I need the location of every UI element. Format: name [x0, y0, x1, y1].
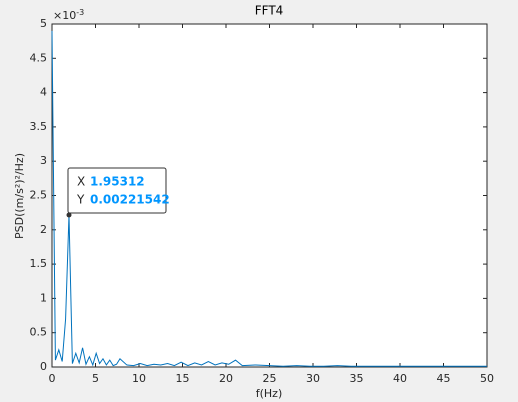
x-tick-label: 45 [437, 372, 451, 385]
datatip-marker [66, 212, 72, 218]
datatip-y-value: 0.00221542 [90, 193, 170, 207]
x-tick-label: 30 [306, 372, 320, 385]
y-tick-label: 2.5 [30, 189, 48, 202]
y-tick-label: 3 [40, 154, 47, 167]
y-exponent-power: -3 [76, 8, 84, 17]
y-tick-label: 1.5 [30, 257, 48, 270]
x-tick-label: 5 [92, 372, 99, 385]
y-axis-label: PSD((m/s²)²/Hz) [13, 153, 26, 239]
chart-title: FFT4 [255, 4, 284, 18]
y-exponent: ×10-3 [53, 8, 84, 23]
y-tick-label: 0.5 [30, 326, 48, 339]
x-tick-label: 0 [49, 372, 56, 385]
datatip-x-value: 1.95312 [90, 175, 145, 189]
y-tick-label: 4.5 [30, 51, 48, 64]
x-tick-label: 35 [350, 372, 364, 385]
datatip-x-label: X [77, 175, 85, 189]
y-exponent-base: ×10 [53, 9, 76, 22]
y-tick-label: 3.5 [30, 120, 48, 133]
x-tick-label: 20 [219, 372, 233, 385]
y-tick-label: 4 [40, 86, 47, 99]
x-tick-label: 15 [176, 372, 190, 385]
datatip: X 1.95312 Y 0.00221542 [66, 167, 170, 218]
x-tick-label: 40 [393, 372, 407, 385]
series-line [51, 30, 487, 367]
x-tick-label: 25 [263, 372, 277, 385]
y-tick-label: 1 [40, 291, 47, 304]
datatip-y-label: Y [76, 193, 85, 207]
x-tick-label: 10 [132, 372, 146, 385]
y-tick-label: 2 [40, 223, 47, 236]
axes-box [51, 23, 488, 368]
y-tick-label: 0 [40, 360, 47, 373]
x-tick-label: 50 [480, 372, 494, 385]
y-tick-label: 5 [40, 17, 47, 30]
datatip-box [67, 167, 167, 214]
x-axis-label: f(Hz) [256, 387, 283, 400]
